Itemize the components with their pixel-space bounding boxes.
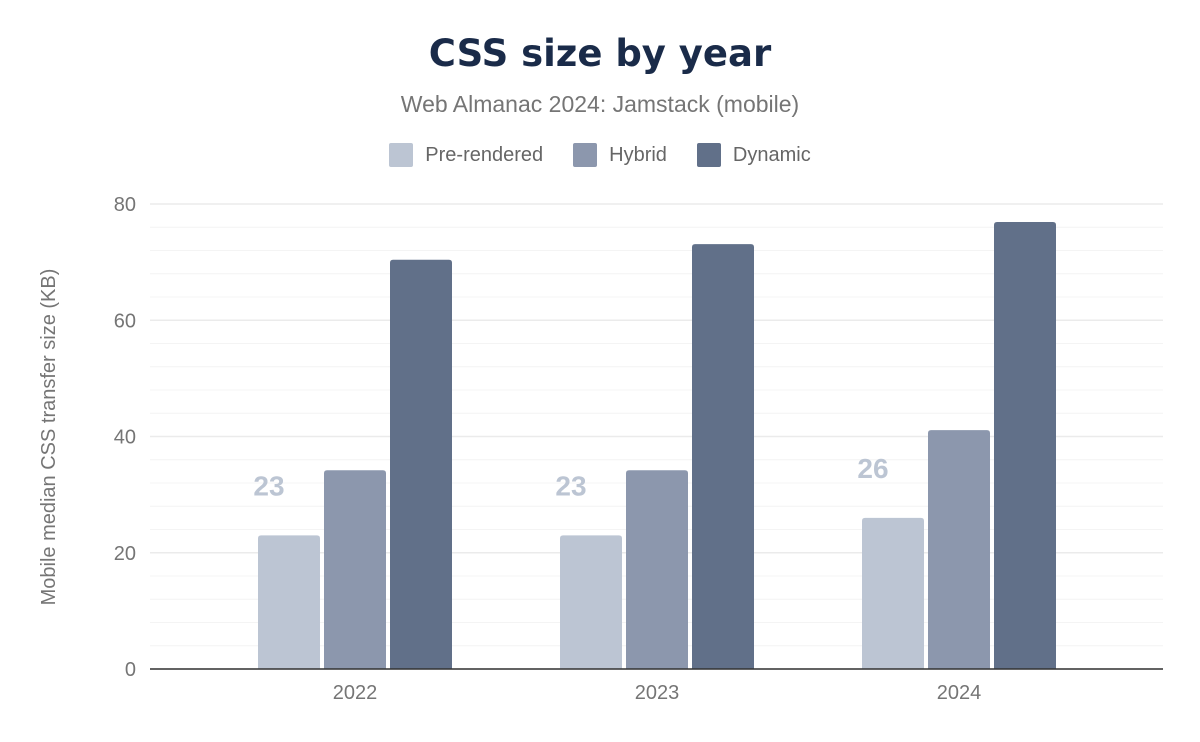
legend-swatch [389, 143, 414, 167]
legend-item-dynamic[interactable]: Dynamic [696, 143, 811, 167]
bar-pre-rendered-2022 [258, 535, 320, 669]
legend-label: Dynamic [732, 143, 811, 166]
bar-dynamic-2022 [390, 259, 452, 669]
bar-hybrid-2024 [928, 430, 990, 669]
bar-dynamic-2023 [692, 244, 754, 669]
chart-title: CSS size by year [428, 32, 772, 75]
legend-label: Hybrid [609, 143, 667, 166]
x-tick-label: 2024 [937, 682, 982, 704]
data-label: 23 [555, 470, 586, 501]
bar-pre-rendered-2023 [560, 535, 622, 669]
legend-swatch [573, 143, 598, 167]
bar-pre-rendered-2024 [862, 517, 924, 669]
chart-subtitle: Web Almanac 2024: Jamstack (mobile) [400, 91, 800, 117]
x-tick-label: 2023 [635, 682, 680, 704]
y-axis-label: Mobile median CSS transfer size (KB) [38, 269, 60, 606]
y-tick-label: 80 [114, 194, 136, 216]
data-label: 26 [857, 453, 888, 484]
legend-item-pre-rendered[interactable]: Pre-rendered [389, 143, 543, 167]
data-label: 23 [253, 470, 284, 501]
y-tick-label: 0 [125, 659, 136, 681]
legend-label: Pre-rendered [425, 143, 544, 166]
legend: Pre-rendered Hybrid Dynamic [0, 143, 1200, 167]
bar-hybrid-2022 [324, 470, 386, 669]
legend-item-hybrid[interactable]: Hybrid [573, 143, 667, 167]
bar-hybrid-2023 [626, 470, 688, 669]
bar-dynamic-2024 [994, 222, 1056, 670]
y-tick-label: 40 [114, 427, 136, 449]
y-tick-label: 20 [114, 543, 136, 565]
y-tick-label: 60 [114, 310, 136, 332]
x-tick-label: 2022 [333, 682, 378, 704]
legend-swatch [696, 143, 721, 167]
